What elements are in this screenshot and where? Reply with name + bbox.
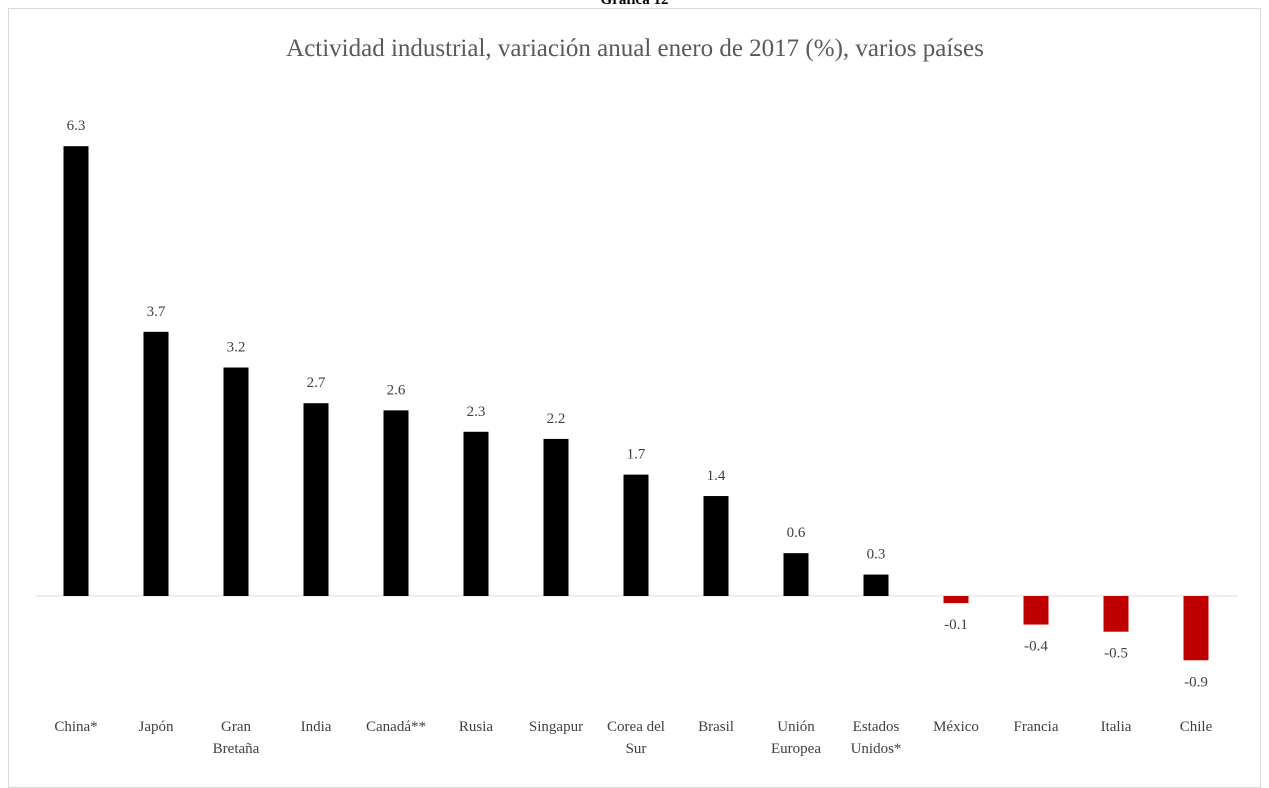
data-label: 1.4 [707,468,726,484]
bar [863,574,889,596]
bar [303,403,329,596]
bar [383,410,409,596]
data-label: -0.5 [1104,646,1128,662]
x-tick-label: Singapur [528,719,584,735]
x-tick-label: Chile [1179,719,1213,735]
data-label: 2.2 [547,411,566,427]
data-label: -0.1 [944,617,968,633]
chart-title: Actividad industrial, variación anual en… [286,35,984,62]
bar [943,596,969,604]
x-tick-label: Italia [1100,719,1132,735]
figure-label: Gráfica 12 [600,0,669,8]
x-tick-label: Canadá** [366,719,426,735]
data-label: 3.2 [227,340,246,356]
bar [1023,596,1049,625]
x-tick-label: Brasil [698,719,734,735]
data-label: 6.3 [67,118,86,134]
data-label: 3.7 [147,304,166,320]
x-tick-label: India [300,719,332,735]
data-label: 0.3 [867,547,886,563]
bar [543,438,569,596]
data-label: -0.9 [1184,674,1208,690]
data-label: 2.3 [467,404,486,420]
data-label: 1.7 [627,447,646,463]
x-tick-label: Francia [1013,719,1059,735]
data-label: 2.6 [387,382,406,398]
bar [623,474,649,596]
bar [223,367,249,596]
x-tick-label: Corea del Sur [607,719,665,757]
bar [463,431,489,596]
bar [783,553,809,596]
data-label: -0.4 [1024,639,1048,655]
bar [143,331,169,596]
x-tick-label: México [933,719,979,735]
bar [703,496,729,596]
x-tick-label: Gran Bretaña [212,719,260,757]
x-tick-label: Estados Unidos* [850,719,902,757]
x-tick-label: Unión Europea [771,719,821,757]
data-label: 0.6 [787,525,806,541]
data-label: 2.7 [307,375,326,391]
x-tick-label: China* [54,719,98,735]
bar [1183,596,1209,661]
bar [1103,596,1129,632]
x-tick-label: Rusia [458,719,494,735]
bar [63,146,89,596]
x-tick-label: Japón [138,719,174,735]
